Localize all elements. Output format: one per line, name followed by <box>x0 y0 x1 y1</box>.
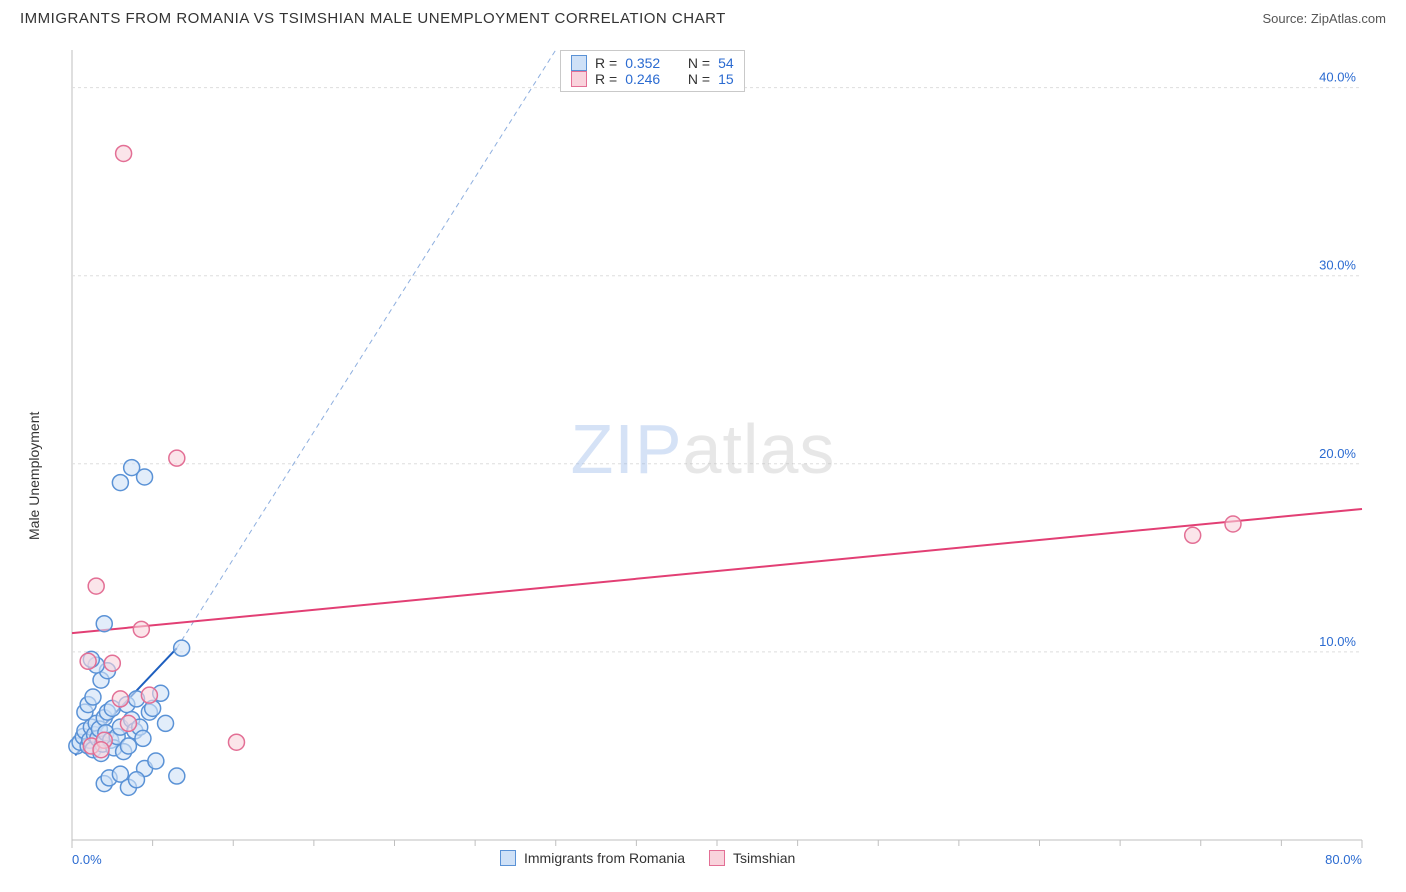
legend-stat-row-romania: R = 0.352 N = 54 <box>571 55 734 71</box>
r-value: 0.246 <box>625 71 660 87</box>
legend-item-tsimshian[interactable]: Tsimshian <box>709 850 795 866</box>
svg-text:10.0%: 10.0% <box>1319 634 1356 649</box>
r-value: 0.352 <box>625 55 660 71</box>
page-title: IMMIGRANTS FROM ROMANIA VS TSIMSHIAN MAL… <box>20 10 726 27</box>
svg-text:0.0%: 0.0% <box>72 852 102 867</box>
source-link[interactable]: ZipAtlas.com <box>1311 11 1386 26</box>
n-label: N = <box>688 71 710 87</box>
n-value: 54 <box>718 55 734 71</box>
legend-label-tsimshian: Tsimshian <box>733 850 795 866</box>
legend-label-romania: Immigrants from Romania <box>524 850 685 866</box>
legend-swatch-tsimshian <box>571 71 587 87</box>
svg-text:40.0%: 40.0% <box>1319 70 1356 85</box>
svg-text:20.0%: 20.0% <box>1319 446 1356 461</box>
n-value: 15 <box>718 71 734 87</box>
svg-text:80.0%: 80.0% <box>1325 852 1362 867</box>
legend-swatch-romania <box>500 850 516 866</box>
n-label: N = <box>688 55 710 71</box>
legend-stat-row-tsimshian: R = 0.246 N = 15 <box>571 71 734 87</box>
svg-text:30.0%: 30.0% <box>1319 258 1356 273</box>
y-axis-label: Male Unemployment <box>26 411 42 539</box>
source-label: Source: <box>1262 11 1310 26</box>
legend-swatch-romania <box>571 55 587 71</box>
r-label: R = <box>595 55 617 71</box>
legend-item-romania[interactable]: Immigrants from Romania <box>500 850 685 866</box>
chart-area: ZIPatlas 10.0%20.0%30.0%40.0%0.0%80.0% M… <box>20 40 1386 892</box>
legend-series: Immigrants from Romania Tsimshian <box>500 850 795 866</box>
r-label: R = <box>595 71 617 87</box>
scatter-chart: 10.0% 20.0% 30.0% 40.0% 0.0% 80.0% <box>20 40 1386 882</box>
source-credit: Source: ZipAtlas.com <box>1262 11 1386 26</box>
legend-stats: R = 0.352 N = 54R = 0.246 N = 15 <box>560 50 745 92</box>
legend-swatch-tsimshian <box>709 850 725 866</box>
